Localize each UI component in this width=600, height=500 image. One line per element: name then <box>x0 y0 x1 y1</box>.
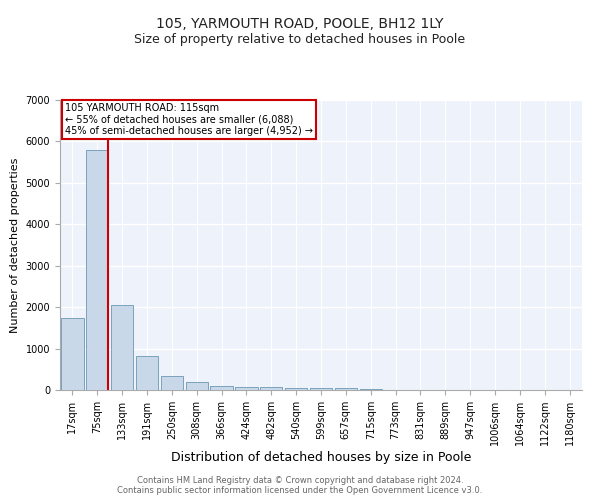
Bar <box>136 356 158 390</box>
Y-axis label: Number of detached properties: Number of detached properties <box>10 158 20 332</box>
Bar <box>161 376 183 390</box>
Bar <box>260 388 283 390</box>
Text: 105, YARMOUTH ROAD, POOLE, BH12 1LY: 105, YARMOUTH ROAD, POOLE, BH12 1LY <box>156 18 444 32</box>
Bar <box>285 388 307 390</box>
Bar <box>235 387 257 390</box>
Bar <box>310 388 332 390</box>
Bar <box>61 318 83 390</box>
Bar <box>111 305 133 390</box>
Bar <box>359 388 382 390</box>
Bar <box>86 150 109 390</box>
Bar <box>185 382 208 390</box>
Text: 105 YARMOUTH ROAD: 115sqm
← 55% of detached houses are smaller (6,088)
45% of se: 105 YARMOUTH ROAD: 115sqm ← 55% of detac… <box>65 103 313 136</box>
Bar <box>335 388 357 390</box>
X-axis label: Distribution of detached houses by size in Poole: Distribution of detached houses by size … <box>171 451 471 464</box>
Text: Contains HM Land Registry data © Crown copyright and database right 2024.
Contai: Contains HM Land Registry data © Crown c… <box>118 476 482 495</box>
Text: Size of property relative to detached houses in Poole: Size of property relative to detached ho… <box>134 32 466 46</box>
Bar <box>211 386 233 390</box>
